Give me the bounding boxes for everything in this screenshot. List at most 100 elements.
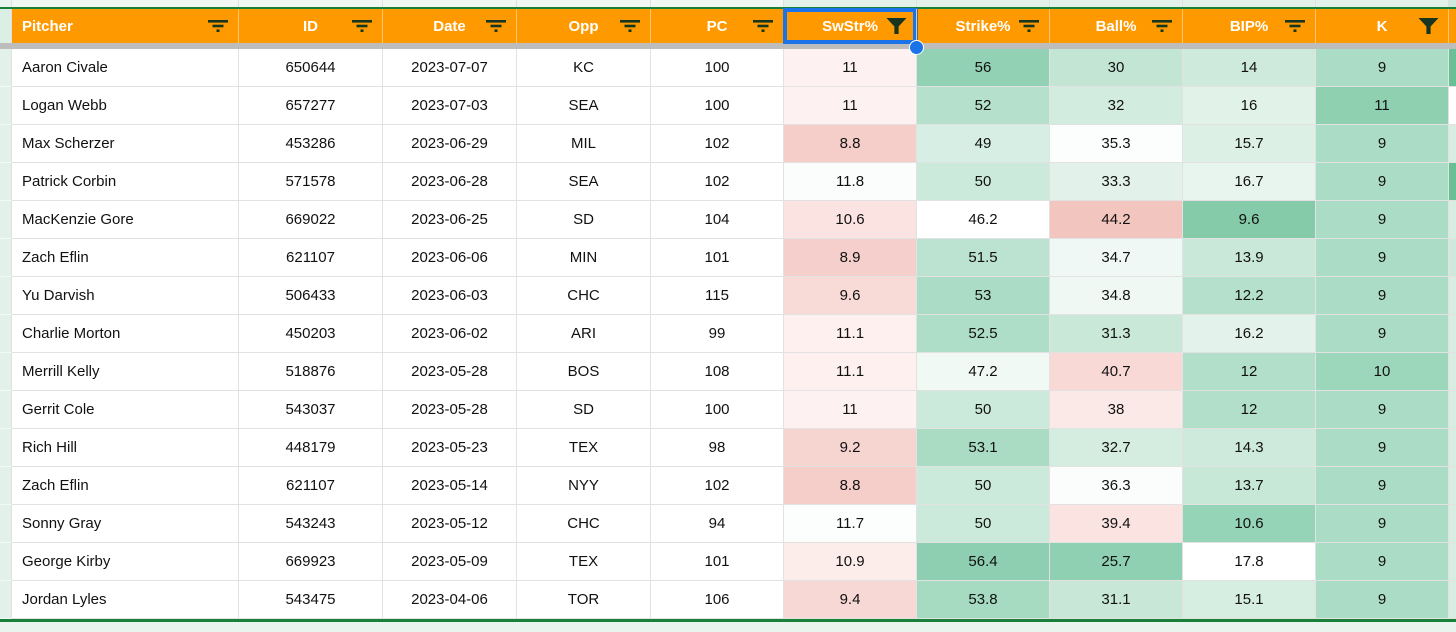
cell-date[interactable]: 2023-05-28: [383, 391, 517, 429]
cell-date[interactable]: 2023-06-28: [383, 163, 517, 201]
cell-bip[interactable]: 14: [1183, 49, 1316, 87]
filter-lines-icon[interactable]: [752, 19, 774, 33]
filter-lines-icon[interactable]: [1151, 19, 1173, 33]
cell-k[interactable]: 9: [1316, 429, 1449, 467]
cell-opp[interactable]: NYY: [517, 467, 651, 505]
cell-k[interactable]: 9: [1316, 201, 1449, 239]
cell-k[interactable]: 9: [1316, 239, 1449, 277]
selection-fill-handle[interactable]: [909, 40, 924, 55]
cell-id[interactable]: 543037: [239, 391, 383, 429]
cell-id[interactable]: 448179: [239, 429, 383, 467]
cell-strike[interactable]: 50: [917, 391, 1050, 429]
frozen-row-divider[interactable]: [0, 43, 1456, 49]
filter-lines-icon[interactable]: [1018, 19, 1040, 33]
cell-strike[interactable]: 56: [917, 49, 1050, 87]
cell-opp[interactable]: CHC: [517, 277, 651, 315]
cell-swstr[interactable]: 9.4: [784, 581, 917, 619]
cell-date[interactable]: 2023-06-29: [383, 125, 517, 163]
cell-opp[interactable]: TEX: [517, 429, 651, 467]
column-header-id[interactable]: ID: [239, 9, 383, 43]
column-header-opp[interactable]: Opp: [517, 9, 651, 43]
cell-date[interactable]: 2023-05-09: [383, 543, 517, 581]
cell-id[interactable]: 506433: [239, 277, 383, 315]
cell-pc[interactable]: 100: [651, 391, 784, 429]
cell-pitcher[interactable]: Gerrit Cole: [12, 391, 239, 429]
cell-swstr[interactable]: 8.9: [784, 239, 917, 277]
cell-strike[interactable]: 51.5: [917, 239, 1050, 277]
cell-bip[interactable]: 15.1: [1183, 581, 1316, 619]
filter-lines-icon[interactable]: [351, 19, 373, 33]
cell-opp[interactable]: SD: [517, 391, 651, 429]
cell-pc[interactable]: 100: [651, 87, 784, 125]
cell-ball[interactable]: 34.7: [1050, 239, 1183, 277]
cell-k[interactable]: 11: [1316, 87, 1449, 125]
cell-k[interactable]: 9: [1316, 505, 1449, 543]
cell-pitcher[interactable]: Logan Webb: [12, 87, 239, 125]
cell-bip[interactable]: 13.9: [1183, 239, 1316, 277]
cell-id[interactable]: 669022: [239, 201, 383, 239]
cell-ball[interactable]: 25.7: [1050, 543, 1183, 581]
cell-opp[interactable]: TOR: [517, 581, 651, 619]
cell-ball[interactable]: 36.3: [1050, 467, 1183, 505]
cell-date[interactable]: 2023-05-23: [383, 429, 517, 467]
cell-swstr[interactable]: 11.1: [784, 353, 917, 391]
cell-strike[interactable]: 52: [917, 87, 1050, 125]
cell-pc[interactable]: 102: [651, 125, 784, 163]
cell-swstr[interactable]: 9.6: [784, 277, 917, 315]
cell-swstr[interactable]: 9.2: [784, 429, 917, 467]
cell-opp[interactable]: KC: [517, 49, 651, 87]
cell-id[interactable]: 543243: [239, 505, 383, 543]
cell-opp[interactable]: MIL: [517, 125, 651, 163]
cell-swstr[interactable]: 11: [784, 87, 917, 125]
cell-ball[interactable]: 33.3: [1050, 163, 1183, 201]
cell-pitcher[interactable]: Zach Eflin: [12, 467, 239, 505]
cell-ball[interactable]: 32: [1050, 87, 1183, 125]
cell-bip[interactable]: 15.7: [1183, 125, 1316, 163]
cell-k[interactable]: 9: [1316, 125, 1449, 163]
cell-swstr[interactable]: 11.7: [784, 505, 917, 543]
cell-opp[interactable]: MIN: [517, 239, 651, 277]
cell-swstr[interactable]: 10.6: [784, 201, 917, 239]
column-header-date[interactable]: Date: [383, 9, 517, 43]
cell-swstr[interactable]: 11.8: [784, 163, 917, 201]
cell-bip[interactable]: 16.7: [1183, 163, 1316, 201]
cell-ball[interactable]: 31.3: [1050, 315, 1183, 353]
cell-id[interactable]: 543475: [239, 581, 383, 619]
cell-date[interactable]: 2023-06-02: [383, 315, 517, 353]
cell-pitcher[interactable]: Jordan Lyles: [12, 581, 239, 619]
cell-swstr[interactable]: 10.9: [784, 543, 917, 581]
cell-bip[interactable]: 16: [1183, 87, 1316, 125]
cell-opp[interactable]: SEA: [517, 87, 651, 125]
cell-pc[interactable]: 99: [651, 315, 784, 353]
cell-id[interactable]: 518876: [239, 353, 383, 391]
cell-bip[interactable]: 12: [1183, 353, 1316, 391]
cell-pitcher[interactable]: Aaron Civale: [12, 49, 239, 87]
cell-date[interactable]: 2023-07-07: [383, 49, 517, 87]
cell-pitcher[interactable]: Yu Darvish: [12, 277, 239, 315]
cell-date[interactable]: 2023-05-12: [383, 505, 517, 543]
cell-pc[interactable]: 115: [651, 277, 784, 315]
cell-strike[interactable]: 50: [917, 467, 1050, 505]
column-header-ball[interactable]: Ball%: [1050, 9, 1183, 43]
cell-pitcher[interactable]: Zach Eflin: [12, 239, 239, 277]
cell-strike[interactable]: 49: [917, 125, 1050, 163]
cell-ball[interactable]: 30: [1050, 49, 1183, 87]
cell-pc[interactable]: 106: [651, 581, 784, 619]
cell-strike[interactable]: 50: [917, 505, 1050, 543]
cell-pitcher[interactable]: George Kirby: [12, 543, 239, 581]
column-header-swstr-selected[interactable]: SwStr%: [784, 9, 924, 55]
cell-ball[interactable]: 38: [1050, 391, 1183, 429]
cell-pitcher[interactable]: Rich Hill: [12, 429, 239, 467]
cell-date[interactable]: 2023-04-06: [383, 581, 517, 619]
cell-bip[interactable]: 12.2: [1183, 277, 1316, 315]
column-header-pitcher[interactable]: Pitcher: [12, 9, 239, 43]
cell-id[interactable]: 650644: [239, 49, 383, 87]
cell-strike[interactable]: 50: [917, 163, 1050, 201]
cell-pitcher[interactable]: MacKenzie Gore: [12, 201, 239, 239]
cell-strike[interactable]: 47.2: [917, 353, 1050, 391]
cell-swstr[interactable]: 8.8: [784, 467, 917, 505]
cell-date[interactable]: 2023-06-03: [383, 277, 517, 315]
cell-opp[interactable]: SEA: [517, 163, 651, 201]
cell-ball[interactable]: 39.4: [1050, 505, 1183, 543]
cell-pc[interactable]: 101: [651, 543, 784, 581]
